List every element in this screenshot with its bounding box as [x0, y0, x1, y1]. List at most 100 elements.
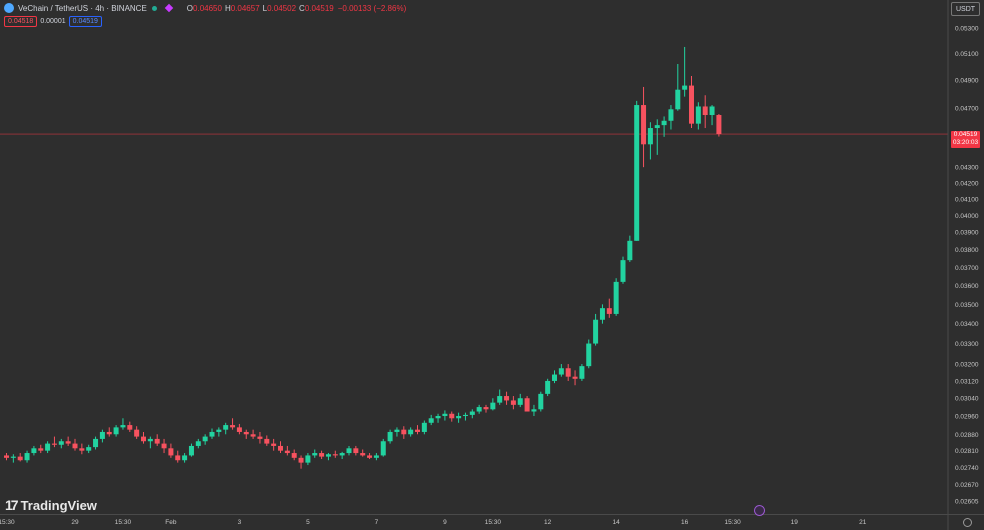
price-tick-label: 0.03700	[955, 265, 979, 272]
candle-body	[284, 450, 290, 454]
time-tick-label: 16	[681, 519, 689, 526]
candle-body	[456, 416, 462, 419]
candle	[86, 444, 92, 454]
candle-body	[51, 443, 57, 445]
candle-body	[401, 429, 407, 435]
candle	[593, 313, 599, 346]
candle-body	[161, 443, 167, 449]
candle-body	[709, 106, 715, 116]
time-axis[interactable]: 15:30 29 15:30 Feb 3 5 7 9 15:30 12 14 16 15:30 19 21	[0, 514, 984, 527]
candle-body	[435, 416, 441, 419]
candle	[579, 364, 585, 381]
candle-body	[4, 455, 9, 458]
candle	[695, 102, 701, 130]
time-tick-label: 21	[859, 519, 867, 526]
candle	[572, 370, 578, 386]
candle	[250, 429, 256, 439]
candle	[134, 426, 140, 439]
candle-body	[236, 427, 242, 432]
candle-body	[278, 445, 283, 451]
candle-body	[24, 453, 30, 461]
candle-body	[558, 368, 564, 375]
candle-body	[45, 443, 51, 451]
candle-body	[408, 429, 414, 435]
event-marker-icon[interactable]	[754, 505, 765, 516]
candle-body	[476, 407, 482, 412]
candle	[682, 46, 688, 97]
candle-body	[298, 457, 304, 463]
market-status-icon[interactable]	[151, 5, 157, 11]
candle-body	[497, 396, 503, 403]
time-tick-label: 29	[71, 519, 79, 526]
tradingview-logo[interactable]: 17 TradingView	[5, 497, 97, 513]
candle-body	[257, 436, 263, 439]
candle	[565, 364, 571, 381]
candle	[524, 396, 530, 412]
price-tick-label: 0.04700	[955, 105, 979, 112]
close-value: 0.04519	[304, 3, 334, 13]
candle-body	[524, 398, 530, 412]
sell-price-button[interactable]: 0.04518	[4, 16, 38, 27]
candle	[339, 451, 345, 460]
candle-body	[367, 455, 373, 458]
vechain-logo-icon	[4, 3, 14, 13]
currency-selector[interactable]: USDT	[951, 2, 980, 16]
candle	[257, 431, 263, 444]
candle-body	[319, 453, 325, 457]
price-axis[interactable]: 0.05300 0.05100 0.04900 0.04700 0.04300 0.042…	[947, 0, 979, 530]
symbol-title[interactable]: VeChain / TetherUS · 4h · BINANCE	[18, 3, 147, 13]
candle	[394, 427, 400, 437]
candle	[332, 450, 338, 458]
candle	[188, 443, 194, 457]
price-tick-label: 0.03300	[955, 341, 979, 348]
candle-body	[695, 106, 701, 124]
exchange-diamond-icon[interactable]	[164, 3, 174, 13]
candle	[209, 428, 215, 439]
candle	[99, 429, 105, 443]
time-tick-label: 15:30	[115, 519, 132, 526]
candle-body	[490, 402, 496, 410]
buy-price-button[interactable]: 0.04519	[68, 16, 102, 27]
candle	[223, 422, 229, 435]
candle	[469, 409, 475, 419]
spread-value: 0.00001	[40, 18, 66, 25]
candle	[483, 404, 489, 413]
candle-body	[127, 425, 133, 430]
candle-body	[339, 453, 345, 456]
low-label: L	[262, 3, 268, 13]
candle-body	[593, 319, 599, 344]
candle	[538, 391, 544, 412]
candle	[24, 450, 30, 463]
candle	[298, 455, 304, 469]
price-tick-label: 0.03200	[955, 362, 979, 369]
time-tick-label: 19	[791, 519, 799, 526]
candle-body	[647, 128, 653, 145]
time-tick-label: 15:30	[724, 519, 741, 526]
candle	[428, 414, 434, 426]
candle	[415, 425, 420, 435]
candle-body	[305, 455, 311, 463]
candle	[161, 438, 167, 454]
price-tick-label: 0.03600	[955, 283, 979, 290]
candle	[113, 425, 119, 437]
candle-body	[682, 85, 688, 90]
candle-body	[538, 393, 544, 410]
price-tick-label: 0.03500	[955, 302, 979, 309]
candle-body	[58, 441, 64, 445]
candle-body	[106, 431, 112, 435]
candle-body	[134, 429, 140, 437]
candle	[702, 95, 708, 129]
axis-settings-icon[interactable]	[963, 518, 972, 527]
tradingview-mark-icon: 17	[5, 497, 19, 513]
time-tick-label: 12	[544, 519, 552, 526]
candle-body	[325, 454, 331, 457]
candle-body	[572, 376, 578, 379]
candle-body	[79, 448, 85, 451]
candle-body	[716, 115, 722, 135]
candle	[147, 436, 153, 449]
time-tick-label: 15:30	[485, 519, 502, 526]
candle-body	[634, 105, 640, 241]
candle-body	[483, 407, 489, 410]
candle	[236, 423, 242, 435]
